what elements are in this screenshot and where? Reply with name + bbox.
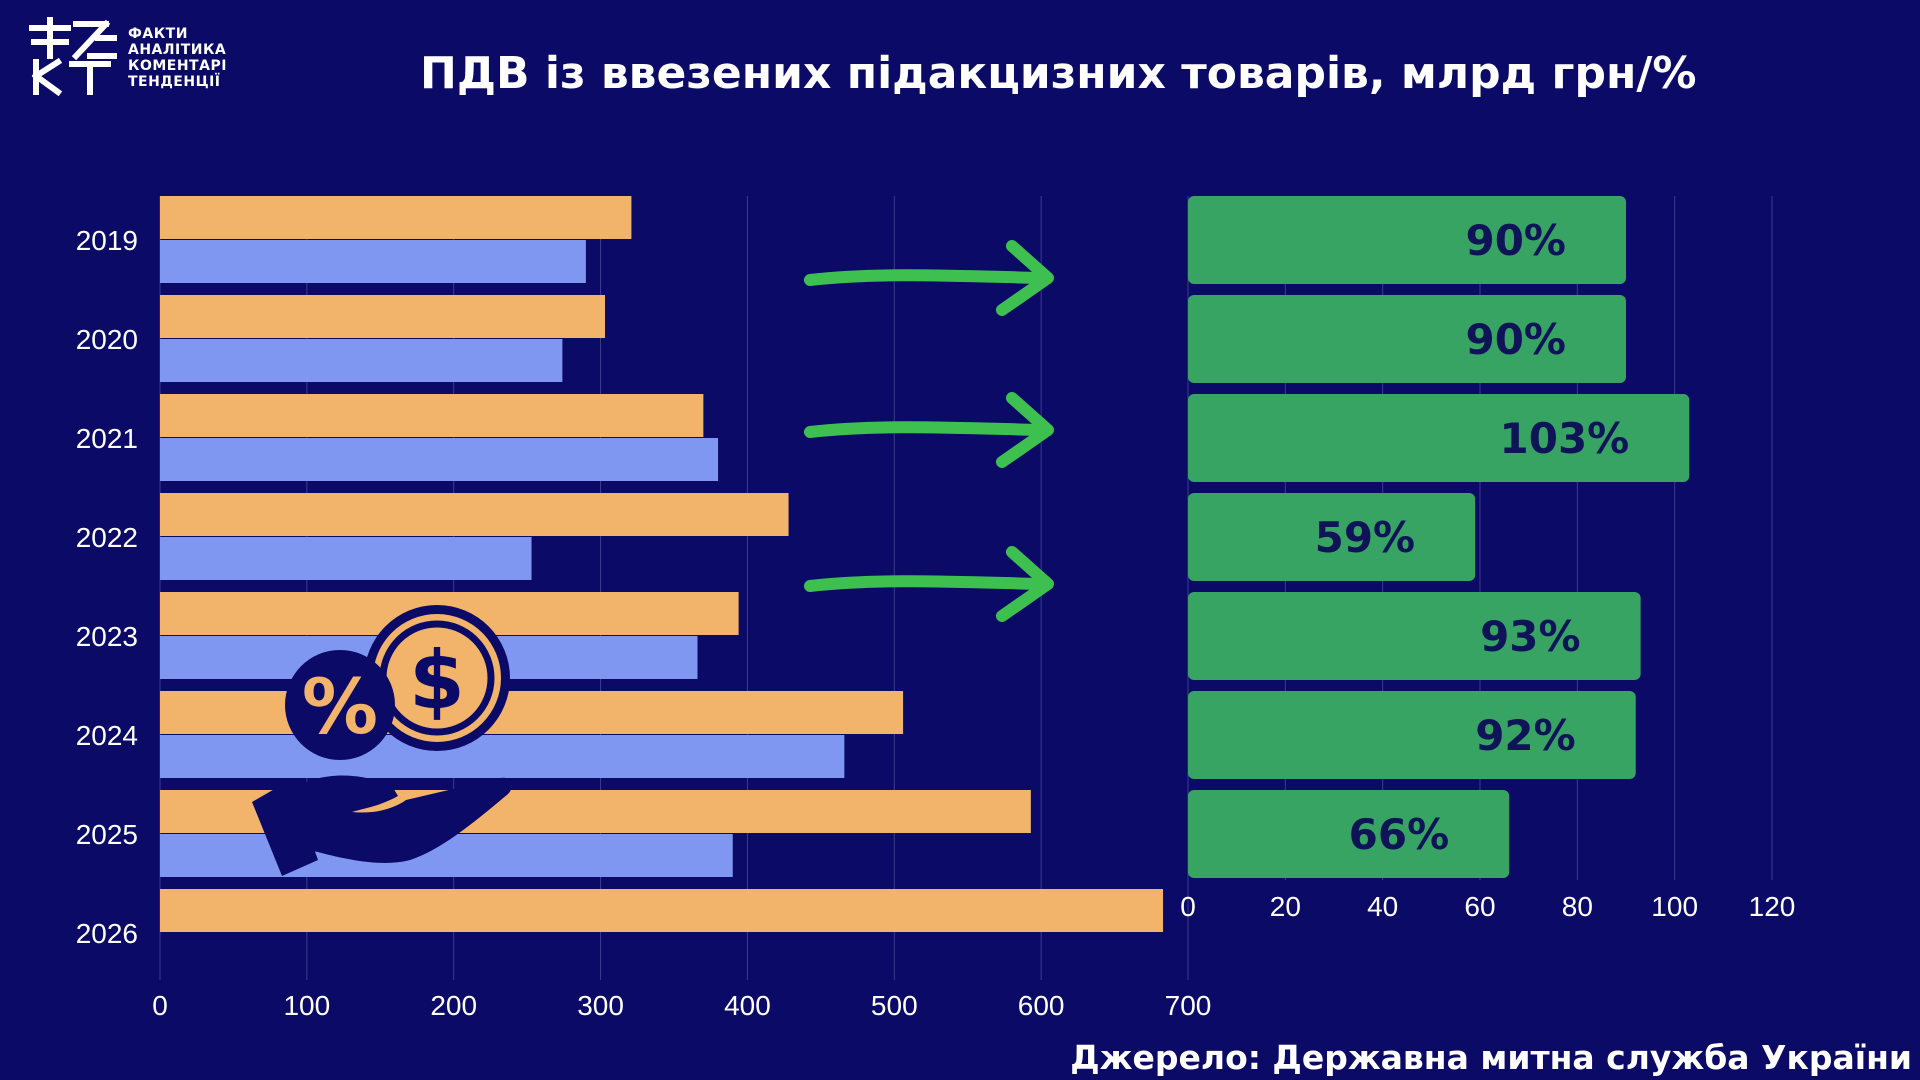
- category-label: 2020: [76, 324, 138, 355]
- bar-blue: [160, 339, 563, 382]
- percent-coin-icon: %: [285, 650, 395, 760]
- logo: ФАКТИ АНАЛІТИКА КОМЕНТАРІ ТЕНДЕНЦІЇ: [28, 16, 226, 101]
- bar-green: [1188, 493, 1476, 581]
- bar-orange: [160, 295, 605, 338]
- svg-text:$: $: [409, 634, 465, 727]
- dollar-coin-icon: $: [364, 605, 510, 751]
- arrow-right-icon: [804, 392, 1054, 468]
- arrow-right-icon: [804, 240, 1054, 316]
- arrow-right-icon: [804, 546, 1054, 622]
- x-tick-label: 0: [152, 990, 168, 1021]
- x-tick-label: 0: [1180, 891, 1196, 922]
- category-label: 2024: [76, 720, 138, 751]
- data-label: 103%: [1500, 414, 1630, 463]
- data-label: 93%: [1480, 612, 1581, 661]
- arrow-head: [996, 392, 1054, 468]
- category-label: 2023: [76, 621, 138, 652]
- logo-line: КОМЕНТАРІ: [128, 58, 227, 74]
- arrow-shaft: [804, 575, 1046, 592]
- category-label: 2025: [76, 819, 138, 850]
- x-tick-label: 20: [1270, 891, 1301, 922]
- category-label: 2026: [76, 918, 138, 949]
- logo-line: ТЕНДЕНЦІЇ: [128, 74, 221, 90]
- logo-mark-icon: [29, 17, 117, 97]
- category-label: 2019: [76, 225, 138, 256]
- data-label: 59%: [1315, 513, 1416, 562]
- x-tick-label: 100: [1651, 891, 1698, 922]
- bar-orange: [160, 889, 1164, 932]
- x-tick-label: 300: [577, 990, 624, 1021]
- arrow-head: [996, 240, 1054, 316]
- bar-green: [1188, 691, 1636, 779]
- chart-title: ПДВ із ввезених підакцизних товарів, млр…: [420, 48, 1697, 99]
- bar-orange: [160, 196, 632, 239]
- x-tick-label: 500: [871, 990, 918, 1021]
- x-tick-label: 600: [1018, 990, 1065, 1021]
- x-tick-label: 400: [724, 990, 771, 1021]
- bar-blue: [160, 537, 532, 580]
- bar-blue: [160, 735, 845, 778]
- data-label: 90%: [1465, 216, 1566, 265]
- category-label: 2022: [76, 522, 138, 553]
- bar-green: [1188, 592, 1641, 680]
- bar-blue: [160, 438, 719, 481]
- x-tick-label: 200: [430, 990, 477, 1021]
- data-label: 92%: [1475, 711, 1576, 760]
- x-tick-label: 40: [1367, 891, 1398, 922]
- logo-text: ФАКТИ АНАЛІТИКА КОМЕНТАРІ ТЕНДЕНЦІЇ: [128, 26, 227, 90]
- bar-orange: [160, 691, 904, 734]
- data-label: 90%: [1465, 315, 1566, 364]
- x-tick-label: 60: [1464, 891, 1495, 922]
- x-tick-label: 120: [1749, 891, 1796, 922]
- logo-line: АНАЛІТИКА: [128, 42, 227, 58]
- hand-icon: [252, 775, 513, 876]
- bar-blue: [160, 240, 586, 283]
- svg-text:%: %: [302, 662, 378, 751]
- category-label: 2021: [76, 423, 138, 454]
- x-tick-label: 80: [1562, 891, 1593, 922]
- arrow-shaft: [804, 421, 1046, 438]
- source-note: Джерело: Державна митна служба України: [1070, 1038, 1912, 1077]
- bar-green: [1188, 394, 1690, 482]
- data-label: 66%: [1349, 810, 1450, 859]
- arrow-head: [996, 546, 1054, 622]
- bar-green: [1188, 295, 1626, 383]
- x-tick-label: 700: [1165, 990, 1212, 1021]
- arrow-shaft: [804, 269, 1046, 286]
- money-hand-icon: $ %: [252, 605, 513, 876]
- bar-orange: [160, 394, 704, 437]
- bar-green: [1188, 196, 1626, 284]
- x-tick-label: 100: [283, 990, 330, 1021]
- bar-green: [1188, 790, 1510, 878]
- bar-orange: [160, 493, 789, 536]
- logo-line: ФАКТИ: [128, 26, 188, 42]
